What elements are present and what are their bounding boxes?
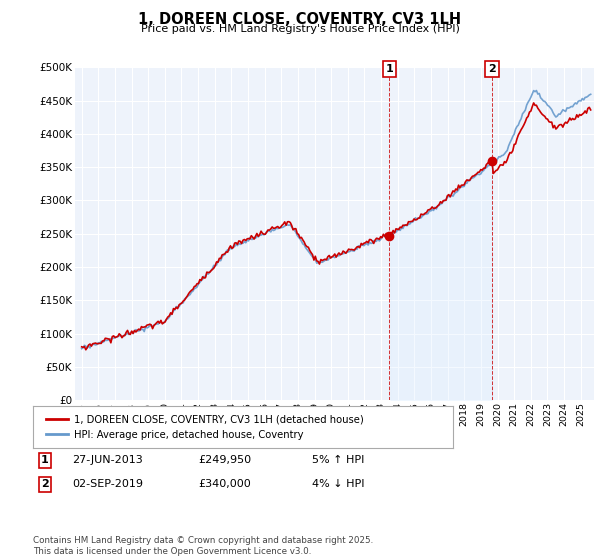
Text: 1: 1	[41, 455, 49, 465]
Text: £340,000: £340,000	[198, 479, 251, 489]
Text: 2: 2	[41, 479, 49, 489]
Text: 4% ↓ HPI: 4% ↓ HPI	[312, 479, 365, 489]
Text: 02-SEP-2019: 02-SEP-2019	[72, 479, 143, 489]
Text: 1: 1	[385, 64, 393, 74]
Legend: 1, DOREEN CLOSE, COVENTRY, CV3 1LH (detached house), HPI: Average price, detache: 1, DOREEN CLOSE, COVENTRY, CV3 1LH (deta…	[42, 410, 368, 444]
Text: 1, DOREEN CLOSE, COVENTRY, CV3 1LH: 1, DOREEN CLOSE, COVENTRY, CV3 1LH	[139, 12, 461, 27]
Text: 2: 2	[488, 64, 496, 74]
Text: 27-JUN-2013: 27-JUN-2013	[72, 455, 143, 465]
Text: 5% ↑ HPI: 5% ↑ HPI	[312, 455, 364, 465]
Text: £249,950: £249,950	[198, 455, 251, 465]
Text: Contains HM Land Registry data © Crown copyright and database right 2025.
This d: Contains HM Land Registry data © Crown c…	[33, 536, 373, 556]
Text: Price paid vs. HM Land Registry's House Price Index (HPI): Price paid vs. HM Land Registry's House …	[140, 24, 460, 34]
